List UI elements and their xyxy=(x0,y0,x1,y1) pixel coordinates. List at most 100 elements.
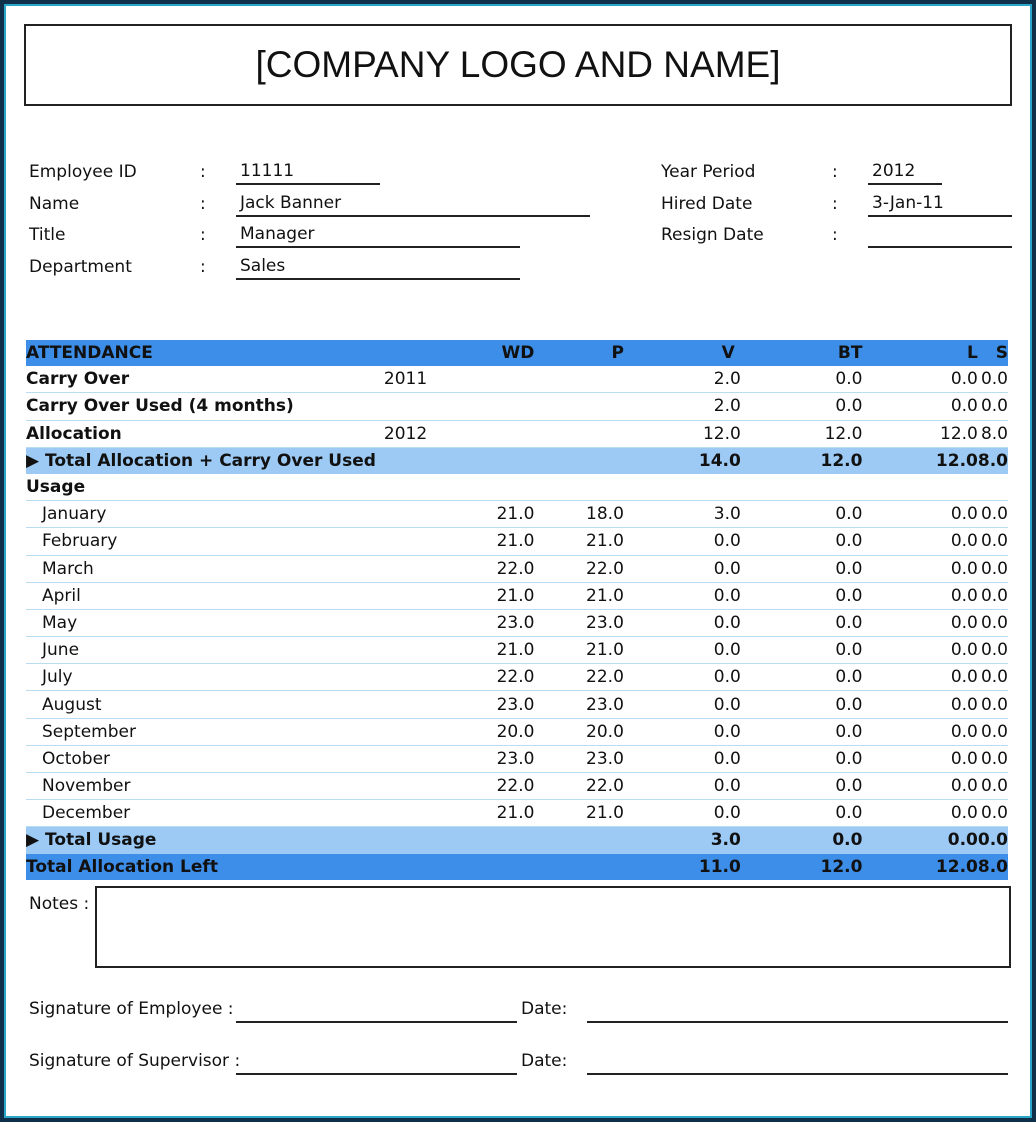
cell: 23.0 xyxy=(480,690,535,719)
table-row: November 22.0 22.0 0.0 0.0 0.0 0.0 xyxy=(26,772,1008,801)
cell: 0.0 xyxy=(740,663,863,692)
cell: 22.0 xyxy=(534,663,624,692)
cell xyxy=(375,663,481,692)
table-row: August 23.0 23.0 0.0 0.0 0.0 0.0 xyxy=(26,690,1008,719)
cell: 2.0 xyxy=(623,392,741,421)
header-wd: WD xyxy=(480,340,535,367)
cell: 0.0 xyxy=(862,772,978,801)
cell: 2012 xyxy=(375,420,481,448)
cell: 12.0 xyxy=(740,447,863,474)
cell: 0.0 xyxy=(740,527,863,556)
notes-label: Notes : xyxy=(29,894,90,914)
cell: 0.0 xyxy=(862,392,978,421)
employee-date-line[interactable] xyxy=(587,1021,1008,1023)
left-field-value[interactable]: Sales xyxy=(236,256,520,280)
left-field-label: Department xyxy=(29,256,132,277)
table-row: July 22.0 22.0 0.0 0.0 0.0 0.0 xyxy=(26,663,1008,692)
cell: 21.0 xyxy=(534,527,624,556)
cell xyxy=(375,636,481,665)
left-field-value[interactable]: Jack Banner xyxy=(236,193,590,217)
cell xyxy=(375,690,481,719)
cell: Carry Over xyxy=(26,366,376,394)
colon: : xyxy=(832,193,838,214)
cell: 12.0 xyxy=(740,853,863,880)
cell: 23.0 xyxy=(534,745,624,774)
cell xyxy=(480,392,535,421)
cell: 0.0 xyxy=(740,555,863,583)
cell: 22.0 xyxy=(534,772,624,801)
cell xyxy=(375,745,481,774)
cell: 0.0 xyxy=(740,392,863,421)
cell: Carry Over Used (4 months) xyxy=(26,392,376,421)
cell: 21.0 xyxy=(480,636,535,665)
notes-field[interactable] xyxy=(95,886,1011,968)
cell: 23.0 xyxy=(534,609,624,638)
cell xyxy=(534,853,624,880)
cell: 0.0 xyxy=(862,799,978,828)
cell: 20.0 xyxy=(534,718,624,746)
cell xyxy=(480,420,535,448)
right-field-label: Year Period xyxy=(661,162,756,182)
left-field-value[interactable]: 11111 xyxy=(236,161,380,185)
employee-signature-label: Signature of Employee : xyxy=(29,999,234,1019)
table-header-row: ATTENDANCE WD P V BT L S xyxy=(26,340,1008,367)
cell: 23.0 xyxy=(480,609,535,638)
cell: 0.0 xyxy=(977,663,1008,692)
cell: 0.0 xyxy=(862,690,978,719)
right-field-value[interactable] xyxy=(868,224,1012,248)
cell: 22.0 xyxy=(480,555,535,583)
cell: 0.0 xyxy=(862,718,978,746)
cell xyxy=(375,392,481,421)
cell: 0.0 xyxy=(862,826,978,854)
cell: 0.0 xyxy=(740,718,863,746)
cell: 0.0 xyxy=(977,745,1008,774)
employee-date-label: Date: xyxy=(521,999,568,1019)
cell: 0.0 xyxy=(740,366,863,394)
table-row: September 20.0 20.0 0.0 0.0 0.0 0.0 xyxy=(26,718,1008,746)
cell: 0.0 xyxy=(862,527,978,556)
cell: 0.0 xyxy=(977,690,1008,719)
left-field-label: Name xyxy=(29,193,80,214)
cell: 0.0 xyxy=(623,527,741,556)
cell: 0.0 xyxy=(977,772,1008,801)
cell: 0.0 xyxy=(623,718,741,746)
cell: January xyxy=(26,500,376,529)
table-row: June 21.0 21.0 0.0 0.0 0.0 0.0 xyxy=(26,636,1008,665)
cell: Usage xyxy=(26,473,376,502)
header-bt: BT xyxy=(740,340,863,367)
attendance-table: ATTENDANCE WD P V BT L S Carry Over 2011 2.… xyxy=(26,340,1008,880)
cell: 0.0 xyxy=(740,609,863,638)
employee-signature-line[interactable] xyxy=(236,1021,517,1023)
cell xyxy=(623,473,741,502)
right-field-value[interactable]: 2012 xyxy=(868,161,942,185)
total-usage-row: ▶ Total Usage 3.0 0.0 0.0 0.0 xyxy=(26,826,1008,854)
cell: 8.0 xyxy=(977,447,1008,474)
cell xyxy=(375,447,481,474)
cell: 8.0 xyxy=(977,420,1008,448)
cell: 12.0 xyxy=(862,420,978,448)
supervisor-signature-line[interactable] xyxy=(236,1073,517,1075)
cell xyxy=(375,500,481,529)
cell: 0.0 xyxy=(977,636,1008,665)
cell xyxy=(480,473,535,502)
header-p: P xyxy=(534,340,624,367)
cell: 0.0 xyxy=(740,500,863,529)
supervisor-signature-label: Signature of Supervisor : xyxy=(29,1051,241,1071)
cell xyxy=(375,853,481,880)
cell: March xyxy=(26,555,376,583)
supervisor-date-line[interactable] xyxy=(587,1073,1008,1075)
total-allocation-left-row: Total Allocation Left 11.0 12.0 12.0 8.0 xyxy=(26,853,1008,880)
cell: 0.0 xyxy=(977,609,1008,638)
supervisor-date-label: Date: xyxy=(521,1051,568,1071)
cell xyxy=(375,582,481,610)
cell: 0.0 xyxy=(740,582,863,610)
cell: 21.0 xyxy=(480,527,535,556)
table-row: January 21.0 18.0 3.0 0.0 0.0 0.0 xyxy=(26,500,1008,529)
right-field-value[interactable]: 3-Jan-11 xyxy=(868,193,1012,217)
cell xyxy=(375,609,481,638)
cell: ▶ Total Usage xyxy=(26,826,376,854)
right-field-label: Hired Date xyxy=(661,193,753,214)
cell: 2.0 xyxy=(623,366,741,394)
cell xyxy=(375,555,481,583)
left-field-value[interactable]: Manager xyxy=(236,224,520,248)
